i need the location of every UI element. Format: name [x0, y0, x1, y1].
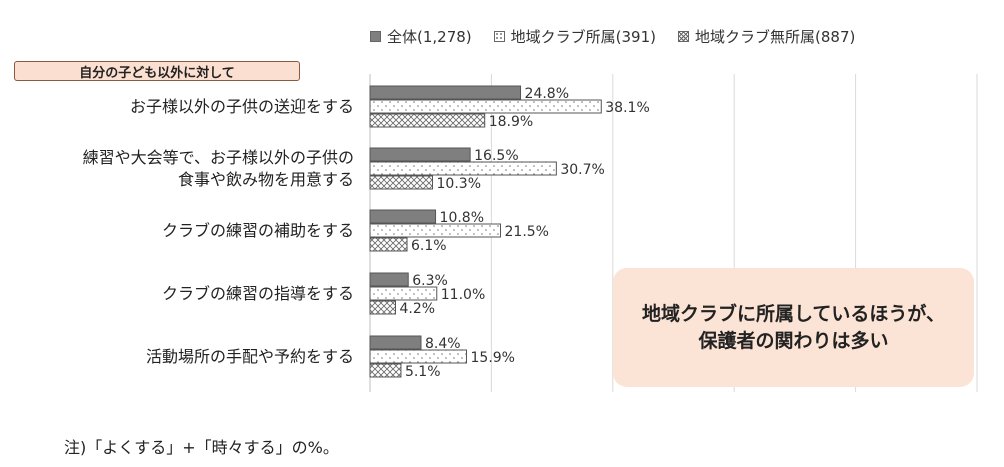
data-label: 8.4% [425, 336, 461, 352]
legend-swatch-solid [370, 31, 381, 42]
callout-line-1: 地域クラブに所属しているほうが、 [641, 302, 946, 325]
bar-series-3-cat-2 [369, 175, 434, 190]
bar-series-2-cat-1 [369, 99, 602, 114]
bar-series-1-cat-5 [369, 335, 422, 350]
bar-series-1-cat-4 [369, 272, 409, 287]
legend-swatch-crosshatch [678, 31, 689, 42]
legend-item-all: 全体(1,278) [370, 26, 472, 47]
legend-item-noclub: 地域クラブ無所属(887) [678, 26, 855, 47]
data-label: 21.5% [505, 224, 549, 240]
callout-line-2: 保護者の関わりは多い [698, 329, 889, 352]
category-label: クラブの練習の指導をする [162, 283, 354, 305]
bar-series-1-cat-3 [369, 209, 437, 224]
data-label: 5.1% [405, 364, 441, 380]
bar-series-3-cat-1 [369, 113, 486, 128]
category-label: 活動場所の手配や予約をする [146, 346, 354, 368]
data-label: 18.9% [489, 114, 533, 130]
data-label: 6.3% [412, 273, 448, 289]
legend-label-noclub: 地域クラブ無所属(887) [695, 28, 856, 46]
data-label: 6.1% [411, 238, 447, 254]
data-label: 11.0% [441, 287, 485, 303]
chart-legend: 全体(1,278) 地域クラブ所属(391) 地域クラブ無所属(887) [370, 26, 855, 47]
category-label: クラブの練習の補助をする [162, 220, 354, 242]
bar-series-2-cat-5 [369, 349, 468, 364]
bar-series-1-cat-1 [369, 85, 522, 100]
data-label: 30.7% [560, 162, 604, 178]
legend-item-club: 地域クラブ所属(391) [493, 26, 656, 47]
legend-label-all: 全体(1,278) [387, 28, 472, 46]
bar-series-1-cat-2 [369, 147, 471, 162]
category-label: 練習や大会等で、お子様以外の子供の 食事や飲み物を用意する [83, 147, 354, 191]
category-label-line: クラブの練習の指導をする [161, 283, 354, 303]
bar-series-2-cat-4 [369, 286, 438, 301]
category-label-line: 活動場所の手配や予約をする [145, 346, 354, 366]
category-label-line: クラブの練習の補助をする [161, 220, 354, 240]
legend-label-club: 地域クラブ所属(391) [510, 28, 656, 46]
bar-series-2-cat-3 [369, 223, 502, 238]
category-label-line: 練習や大会等で、お子様以外の子供の [82, 147, 354, 167]
bar-series-2-cat-2 [369, 161, 557, 176]
data-label: 4.2% [399, 301, 435, 317]
data-label: 15.9% [471, 350, 515, 366]
data-label: 10.3% [437, 176, 481, 192]
footnote: 注)「よくする」+「時々する」の%。 [64, 438, 339, 457]
data-label: 10.8% [440, 210, 484, 226]
data-label: 24.8% [525, 86, 569, 102]
bar-series-3-cat-5 [369, 363, 402, 378]
data-label: 16.5% [474, 148, 518, 164]
bar-series-3-cat-4 [369, 300, 396, 315]
data-label: 38.1% [605, 100, 649, 116]
section-tag: 自分の子ども以外に対して [14, 61, 300, 81]
callout-box: 地域クラブに所属しているほうが、 保護者の関わりは多い [613, 268, 974, 387]
category-label-line: お子様以外の子供の送迎をする [129, 96, 354, 116]
category-label-line: 食事や飲み物を用意する [177, 169, 354, 189]
legend-swatch-dots [493, 31, 505, 42]
bar-series-3-cat-3 [369, 237, 408, 252]
category-label: お子様以外の子供の送迎をする [130, 96, 354, 118]
